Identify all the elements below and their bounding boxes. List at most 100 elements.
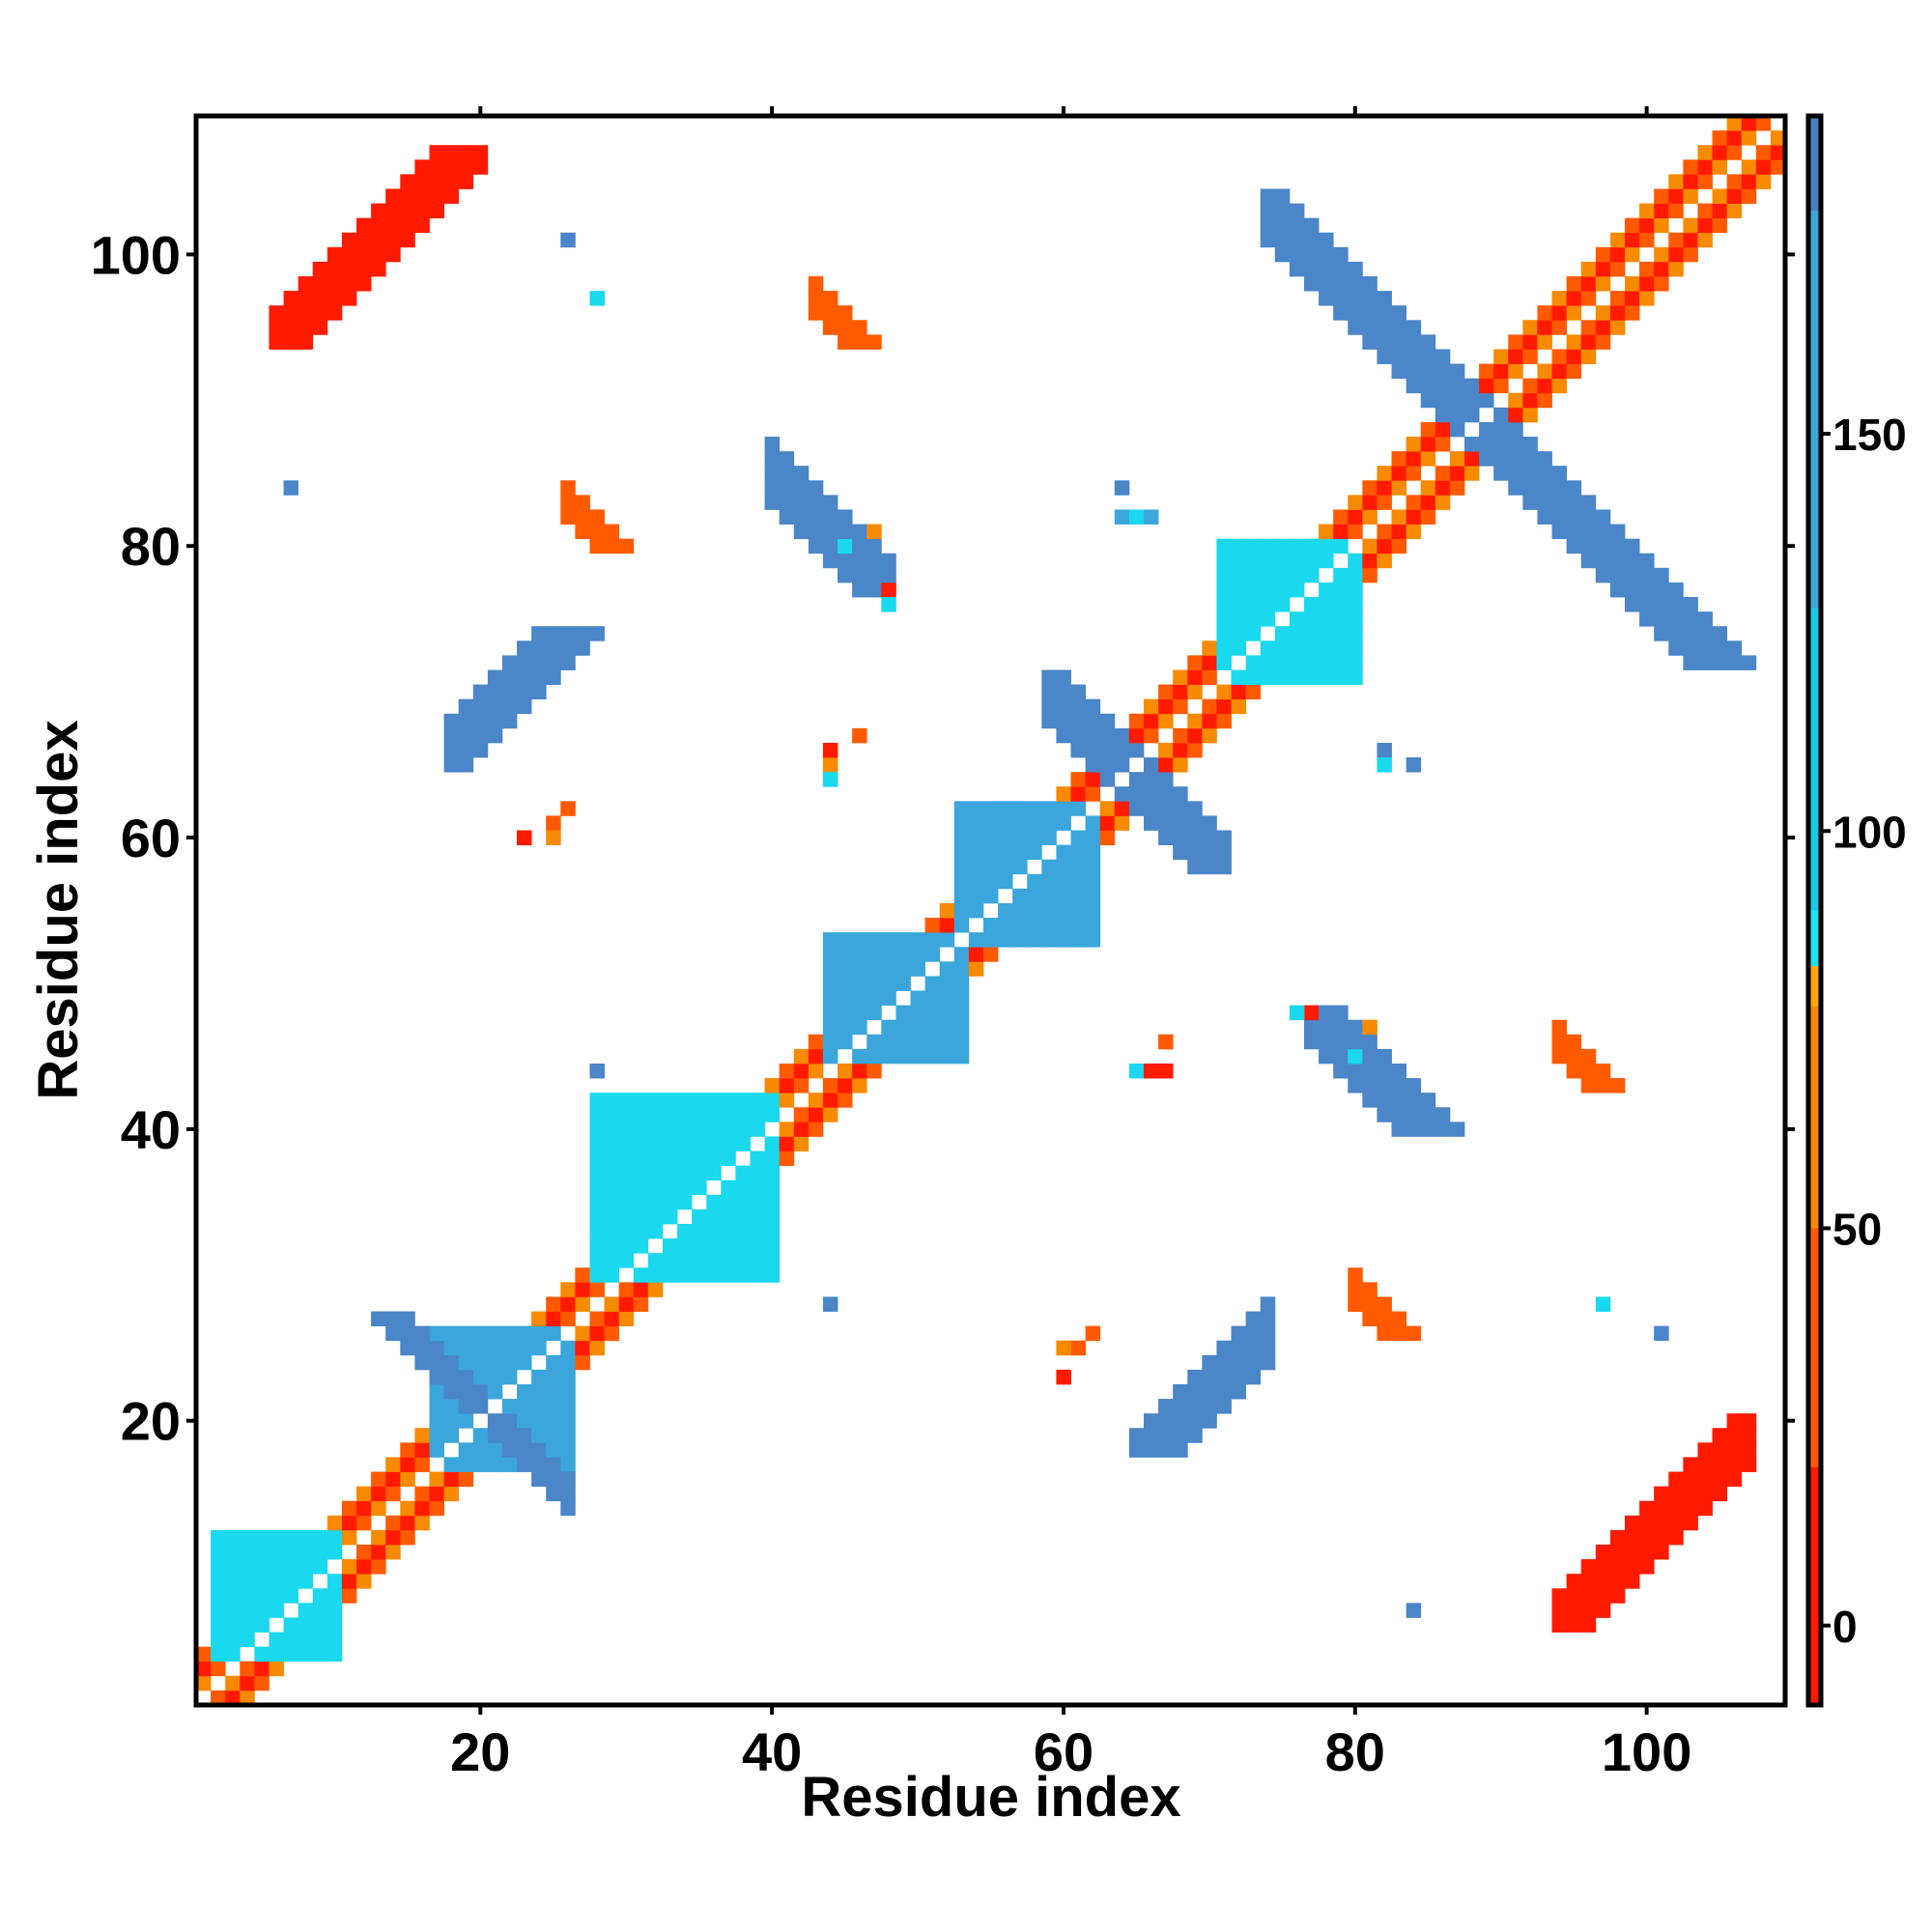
- heatmap-cell: [1158, 815, 1174, 831]
- heatmap-cell: [1128, 801, 1145, 816]
- heatmap-cell: [852, 582, 867, 598]
- heatmap-cell: [677, 1267, 693, 1283]
- heatmap-cell: [647, 1136, 664, 1151]
- heatmap-cell: [298, 1632, 314, 1648]
- heatmap-cell: [1041, 888, 1057, 904]
- heatmap-cell: [443, 1428, 460, 1443]
- heatmap-cell: [371, 1544, 386, 1560]
- heatmap-cell: [1216, 553, 1232, 569]
- heatmap-cell: [1609, 1559, 1626, 1575]
- heatmap-cell: [1260, 655, 1276, 670]
- heatmap-cell: [443, 174, 460, 189]
- heatmap-cell: [575, 495, 590, 510]
- heatmap-cell: [1245, 582, 1262, 598]
- heatmap-cell: [575, 1282, 590, 1297]
- heatmap-cell: [1726, 1413, 1743, 1429]
- heatmap-cell: [1056, 932, 1071, 948]
- heatmap-cell: [1041, 830, 1057, 845]
- heatmap-cell: [1348, 261, 1363, 277]
- heatmap-cell: [1420, 509, 1436, 525]
- heatmap-cell: [692, 1151, 707, 1166]
- heatmap-cell: [968, 830, 984, 845]
- heatmap-cell: [1231, 640, 1246, 656]
- heatmap-cell: [1319, 582, 1334, 598]
- heatmap-cell: [283, 305, 299, 321]
- heatmap-cell: [1070, 1340, 1086, 1356]
- heatmap-cell: [240, 1529, 255, 1546]
- heatmap-cell: [1041, 684, 1057, 700]
- heatmap-cell: [1683, 1500, 1698, 1517]
- heatmap-cell: [531, 1399, 547, 1414]
- heatmap-cell: [1654, 246, 1669, 263]
- heatmap-cell: [1580, 276, 1597, 292]
- heatmap-cell: [429, 1442, 444, 1458]
- heatmap-cell: [546, 1399, 561, 1414]
- heatmap-cell: [924, 1005, 941, 1021]
- heatmap-cell: [750, 1107, 765, 1122]
- heatmap-cell: [852, 538, 867, 554]
- heatmap-cell: [1143, 815, 1159, 831]
- heatmap-cell: [225, 1588, 241, 1604]
- heatmap-cell: [808, 305, 824, 321]
- heatmap-cell: [1231, 582, 1246, 598]
- heatmap-cell: [692, 1136, 707, 1151]
- heatmap-cell: [1012, 918, 1028, 933]
- heatmap-cell: [589, 524, 605, 540]
- heatmap-cell: [1085, 772, 1101, 787]
- heatmap-cell: [953, 859, 970, 875]
- heatmap-cell: [1391, 524, 1407, 540]
- heatmap-cells: [196, 116, 1786, 1706]
- heatmap-cell: [779, 1078, 795, 1094]
- heatmap-cell: [341, 261, 357, 277]
- heatmap-cell: [414, 1428, 430, 1443]
- heatmap-cell: [1274, 567, 1291, 583]
- heatmap-cell: [1595, 276, 1611, 292]
- heatmap-cell: [546, 1325, 561, 1342]
- heatmap-cell: [1027, 815, 1042, 831]
- heatmap-cell: [1114, 742, 1130, 758]
- heatmap-cell: [1216, 713, 1232, 729]
- heatmap-cell: [1449, 451, 1465, 467]
- heatmap-cell: [531, 1413, 547, 1429]
- heatmap-cell: [546, 1369, 561, 1385]
- heatmap-cell: [692, 1223, 707, 1239]
- heatmap-cell: [1348, 1078, 1363, 1094]
- heatmap-cell: [867, 932, 882, 948]
- heatmap-cell: [225, 1617, 241, 1633]
- heatmap-cell: [1595, 1559, 1611, 1575]
- heatmap-cell: [1449, 480, 1465, 496]
- heatmap-cell: [443, 188, 460, 204]
- heatmap-cell: [458, 1383, 474, 1400]
- heatmap-cell: [1303, 1005, 1320, 1021]
- heatmap-cell: [1668, 597, 1684, 612]
- heatmap-cell: [793, 509, 810, 525]
- heatmap-cell: [1173, 742, 1188, 758]
- heatmap-cell: [1566, 276, 1582, 292]
- heatmap-cell: [838, 1093, 853, 1108]
- heatmap-cell: [472, 1383, 489, 1400]
- heatmap-cell: [1697, 217, 1713, 234]
- heatmap-cell: [458, 727, 474, 744]
- heatmap-cell: [1099, 772, 1116, 787]
- heatmap-cell: [1551, 1603, 1568, 1618]
- heatmap-cell: [1566, 1617, 1582, 1633]
- heatmap-cell: [225, 1690, 241, 1706]
- heatmap-cell: [385, 1529, 401, 1546]
- heatmap-cell: [1070, 902, 1086, 919]
- heatmap-cell: [589, 1165, 605, 1181]
- heatmap-cell: [822, 509, 838, 525]
- heatmap-cell: [1231, 1354, 1246, 1371]
- heatmap-cell: [1012, 888, 1028, 904]
- heatmap-cell: [429, 1471, 444, 1488]
- heatmap-cell: [1362, 553, 1378, 569]
- heatmap-cell: [1522, 392, 1538, 409]
- heatmap-cell: [1406, 1603, 1422, 1618]
- heatmap-cell: [1566, 1588, 1582, 1604]
- heatmap-cell: [1726, 1428, 1743, 1443]
- heatmap-cell: [939, 990, 955, 1006]
- heatmap-cell: [400, 1340, 415, 1356]
- heatmap-cell: [1624, 538, 1640, 554]
- heatmap-cell: [487, 727, 503, 744]
- heatmap-cell: [1609, 1574, 1626, 1589]
- heatmap-cell: [867, 1063, 882, 1079]
